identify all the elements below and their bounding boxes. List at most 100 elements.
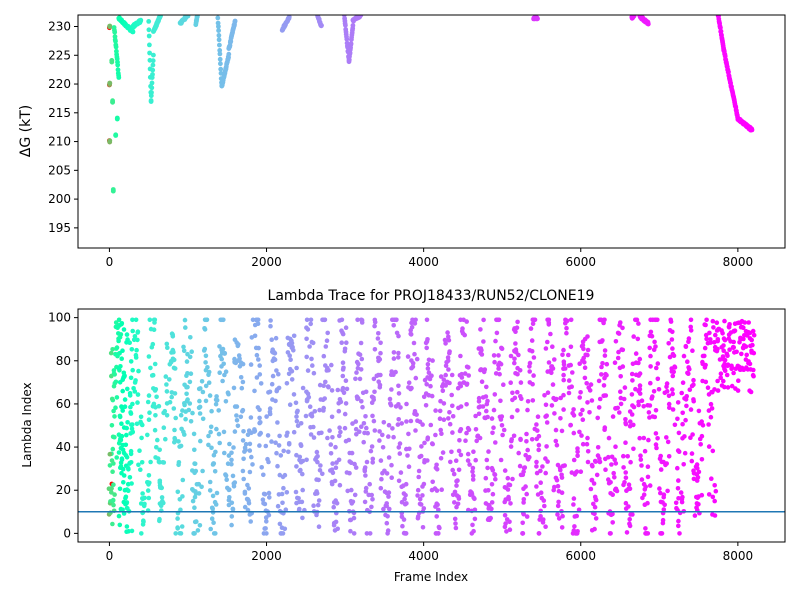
- lambda-point: [304, 457, 309, 463]
- lambda-point: [173, 531, 178, 536]
- lambda-point: [300, 487, 306, 493]
- lambda-point: [512, 395, 518, 401]
- lambda-point: [321, 353, 327, 359]
- lambda-point: [610, 511, 615, 517]
- lambda-point: [267, 495, 272, 500]
- lambda-point: [580, 417, 586, 423]
- lambda-point: [397, 451, 403, 456]
- lambda-point: [722, 357, 728, 363]
- lambda-point: [164, 341, 170, 347]
- lambda-point: [152, 361, 158, 367]
- lambda-point: [112, 414, 117, 419]
- lambda-point: [618, 389, 623, 395]
- lambda-point: [502, 513, 508, 518]
- lambda-point: [242, 449, 247, 454]
- lambda-point: [120, 447, 126, 453]
- lambda-point: [328, 451, 334, 456]
- lambda-point: [118, 364, 123, 369]
- lambda-point: [677, 531, 682, 536]
- lambda-point: [342, 425, 348, 431]
- lambda-point: [652, 339, 657, 345]
- lambda-point: [670, 351, 676, 357]
- lambda-point: [511, 433, 517, 439]
- lambda-point: [591, 481, 597, 486]
- lambda-point: [441, 417, 447, 423]
- lambda-point: [198, 386, 203, 391]
- lambda-point: [227, 487, 232, 492]
- lambda-point: [613, 461, 619, 466]
- lambda-point: [490, 491, 496, 497]
- lambda-point: [348, 528, 353, 534]
- lambda-point: [602, 375, 607, 381]
- lambda-point: [633, 351, 639, 356]
- lambda-point: [568, 344, 574, 350]
- lambda-point: [123, 494, 129, 500]
- lambda-point: [370, 413, 375, 419]
- lambda-point: [254, 317, 260, 323]
- lambda-point: [396, 402, 401, 407]
- lambda-point: [721, 336, 727, 341]
- lambda-point: [648, 380, 653, 386]
- lambda-point: [116, 441, 122, 446]
- lambda-point: [683, 417, 688, 423]
- lambda-point: [125, 386, 130, 392]
- lambda-point: [491, 425, 496, 431]
- lambda-point: [515, 319, 520, 325]
- lambda-point: [390, 426, 395, 431]
- lambda-point: [333, 465, 339, 471]
- lambda-point: [640, 495, 645, 501]
- lambda-point: [699, 457, 705, 462]
- lambda-point: [648, 353, 653, 359]
- lambda-point: [118, 460, 124, 466]
- lambda-point: [353, 376, 358, 382]
- dg-point: [358, 15, 364, 18]
- lambda-point: [265, 433, 271, 438]
- lambda-point: [625, 454, 630, 459]
- lambda-point: [152, 427, 158, 433]
- lambda-point: [636, 373, 641, 378]
- lambda-point: [343, 325, 349, 331]
- lambda-point: [395, 422, 401, 427]
- lambda-point: [448, 459, 453, 465]
- lambda-point: [325, 435, 330, 441]
- lambda-point: [114, 395, 120, 400]
- lambda-point: [447, 350, 452, 356]
- lambda-point: [294, 418, 300, 424]
- lambda-point: [666, 401, 672, 407]
- lambda-point: [629, 371, 635, 377]
- lambda-point: [529, 437, 535, 442]
- lambda-point: [582, 365, 588, 371]
- lambda-panel: Lambda Trace for PROJ18433/RUN52/CLONE19…: [20, 288, 786, 584]
- lambda-point: [246, 500, 252, 506]
- x-tick-label: 8000: [723, 549, 754, 563]
- y-tick-label: 80: [56, 354, 71, 368]
- lambda-point: [175, 525, 180, 530]
- lambda-point: [283, 507, 289, 512]
- lambda-point: [679, 390, 684, 396]
- lambda-point: [438, 374, 444, 379]
- lambda-point: [423, 403, 429, 408]
- lambda-point: [554, 477, 560, 483]
- lambda-point: [252, 322, 258, 328]
- lambda-point: [135, 329, 141, 335]
- lambda-point: [234, 418, 240, 423]
- lambda-point: [130, 429, 135, 435]
- lambda-point: [238, 414, 244, 420]
- dg-point: [185, 15, 191, 19]
- lambda-point: [177, 444, 182, 449]
- lambda-point: [177, 497, 183, 502]
- lambda-point: [615, 405, 620, 411]
- lambda-point: [157, 516, 162, 522]
- dg-point: [218, 61, 223, 67]
- lambda-point: [111, 502, 116, 508]
- lambda-point: [455, 385, 461, 391]
- lambda-point: [240, 361, 246, 367]
- lambda-point: [560, 513, 565, 519]
- lambda-point: [647, 345, 652, 351]
- lambda-point: [473, 413, 478, 419]
- lambda-point: [327, 428, 332, 433]
- lambda-point: [261, 531, 267, 536]
- lambda-point: [667, 354, 673, 360]
- lambda-point: [113, 379, 119, 385]
- lambda-point: [467, 462, 472, 467]
